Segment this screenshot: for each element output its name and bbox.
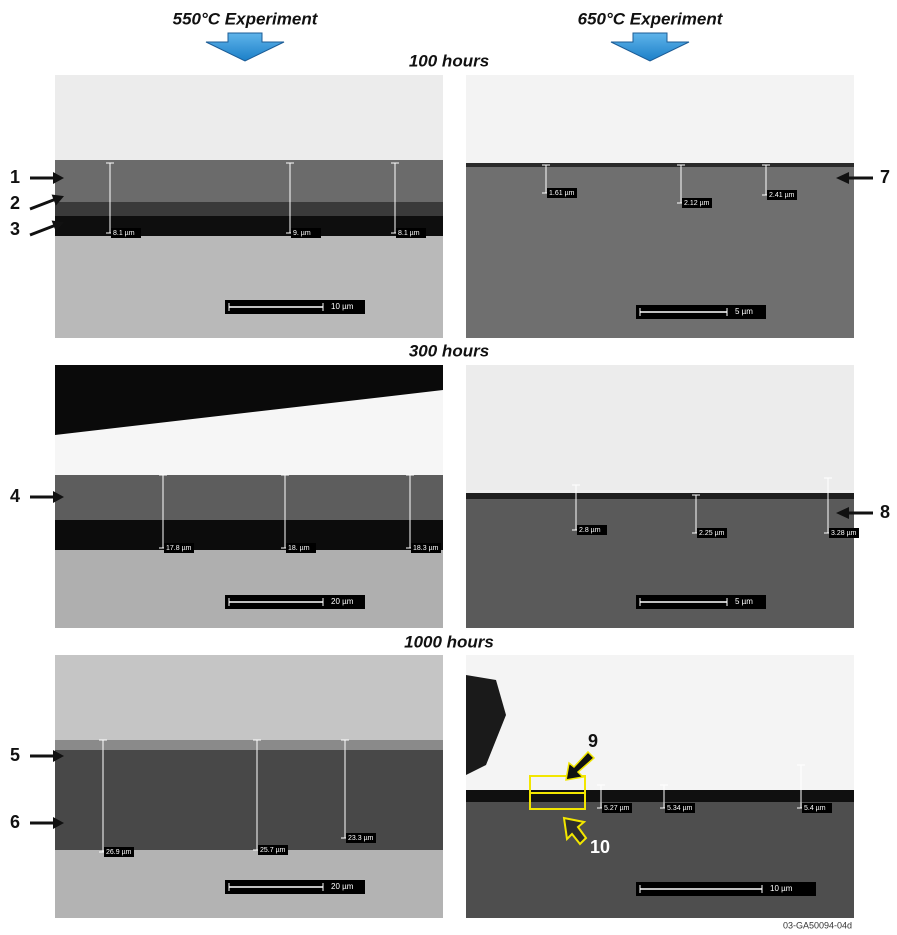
figure-id: 03-GA50094-04d	[783, 920, 852, 930]
figure-canvas: 550°C Experiment 650°C Experiment 100 ho…	[0, 0, 897, 935]
micrograph: 26.9 µm 25.7 µm 23.3 µm 20 µm	[55, 655, 443, 918]
measure-label: 2.25 µm	[699, 530, 725, 537]
region	[55, 550, 443, 628]
region	[55, 75, 443, 160]
region	[466, 655, 854, 790]
measure-label: 18. µm	[288, 545, 310, 552]
scale-label: 10 µm	[331, 302, 354, 311]
measure-label: 5.34 µm	[667, 805, 693, 812]
scale-label: 5 µm	[735, 307, 753, 316]
figure: 550°C Experiment 650°C Experiment 100 ho…	[0, 0, 897, 935]
micrograph-image	[466, 655, 854, 918]
micrograph-image	[466, 365, 854, 628]
marker-arrow	[30, 225, 56, 235]
down-arrow	[611, 33, 689, 61]
micrograph: 17.8 µm 18. µm 18.3 µm 20 µm	[55, 365, 443, 628]
scale-label: 20 µm	[331, 597, 354, 606]
marker-number: 6	[10, 812, 20, 832]
micrograph-image	[466, 75, 854, 338]
row-heading: 300 hours	[409, 341, 489, 360]
micrograph-image	[55, 365, 443, 628]
region	[55, 740, 443, 850]
region	[466, 790, 854, 802]
row-heading: 1000 hours	[404, 632, 494, 651]
region	[466, 163, 854, 167]
column-heading: 650°C Experiment	[578, 9, 724, 28]
measure-label: 18.3 µm	[413, 545, 439, 552]
region	[55, 202, 443, 216]
region	[466, 75, 854, 163]
marker-arrow	[30, 199, 56, 209]
region	[466, 365, 854, 495]
region	[55, 160, 443, 202]
micrograph: 2.8 µm 2.25 µm 3.28 µm 5 µm	[466, 365, 859, 628]
marker-number: 1	[10, 167, 20, 187]
marker-number: 8	[880, 502, 890, 522]
column-heading: 550°C Experiment	[173, 9, 319, 28]
marker-number: 3	[10, 219, 20, 239]
marker-number: 7	[880, 167, 890, 187]
region	[55, 740, 443, 750]
row-heading: 100 hours	[409, 51, 489, 70]
marker-number: 10	[590, 837, 610, 857]
region	[466, 493, 854, 499]
measure-label: 2.41 µm	[769, 192, 795, 199]
measure-label: 8.1 µm	[398, 230, 420, 237]
down-arrow	[206, 33, 284, 61]
marker-number: 2	[10, 193, 20, 213]
measure-label: 17.8 µm	[166, 545, 192, 552]
micrograph: 1.61 µm 2.12 µm 2.41 µm 5 µm	[466, 75, 854, 338]
marker-number: 5	[10, 745, 20, 765]
region	[55, 520, 443, 550]
measure-label: 1.61 µm	[549, 190, 575, 197]
measure-label: 2.12 µm	[684, 200, 710, 207]
measure-label: 8.1 µm	[113, 230, 135, 237]
scale-label: 5 µm	[735, 597, 753, 606]
measure-label: 25.7 µm	[260, 847, 286, 854]
measure-label: 3.28 µm	[831, 530, 857, 537]
measure-label: 26.9 µm	[106, 849, 132, 856]
region	[55, 475, 443, 520]
micrograph-image	[55, 75, 443, 338]
measure-label: 23.3 µm	[348, 835, 374, 842]
measure-label: 9. µm	[293, 230, 311, 237]
micrograph: 5.27 µm 5.34 µm 5.4 µm 10 µm	[466, 655, 854, 918]
scale-label: 20 µm	[331, 882, 354, 891]
measure-label: 5.4 µm	[804, 805, 826, 812]
marker-number: 9	[588, 731, 598, 751]
micrograph: 8.1 µm 9. µm 8.1 µm 10 µm	[55, 75, 443, 338]
measure-label: 5.27 µm	[604, 805, 630, 812]
marker-number: 4	[10, 486, 20, 506]
scale-label: 10 µm	[770, 884, 793, 893]
region	[466, 802, 854, 918]
measure-label: 2.8 µm	[579, 527, 601, 534]
micrograph-image	[55, 655, 443, 918]
region	[55, 236, 443, 338]
